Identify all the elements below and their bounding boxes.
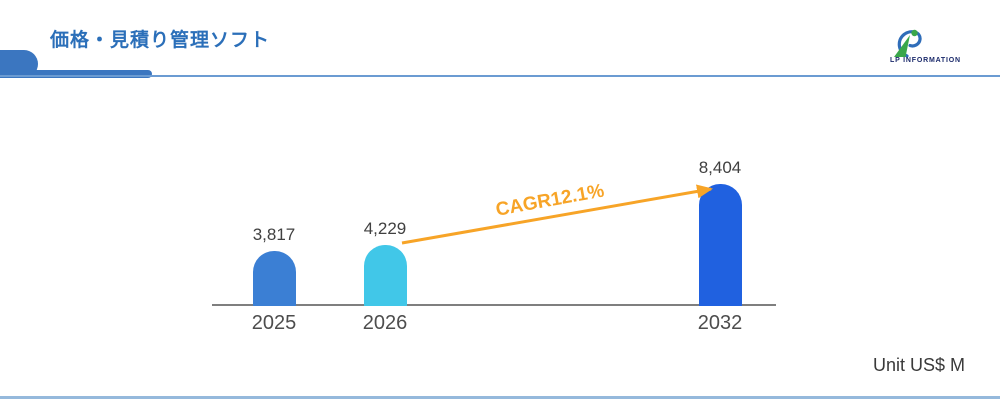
header-divider-line: [0, 75, 1000, 77]
value-label-2025: 3,817: [252, 225, 296, 244]
value-label-2032: 8,404: [698, 158, 742, 177]
header-accent-bar: [0, 70, 152, 78]
cagr-label: CAGR12.1%: [494, 180, 606, 220]
lp-information-logo: LP INFORMATION: [884, 28, 989, 68]
lp-logo-icon: [894, 29, 922, 58]
unit-label: Unit US$ M: [872, 355, 965, 375]
bottom-divider-line: [0, 396, 1000, 399]
bar-2026: [363, 245, 407, 306]
lp-logo-text: LP INFORMATION: [890, 57, 961, 64]
year-label-2025: 2025: [251, 312, 297, 334]
page-title: 価格・見積り管理ソフト: [50, 30, 271, 51]
value-label-2026: 4,229: [363, 219, 407, 238]
year-label-2032: 2032: [697, 312, 743, 334]
cagr-trend-line: [401, 184, 713, 245]
bar-2032: [698, 184, 742, 306]
x-axis-line: [212, 304, 776, 306]
year-label-2026: 2026: [362, 312, 408, 334]
bar-2025: [252, 251, 296, 306]
